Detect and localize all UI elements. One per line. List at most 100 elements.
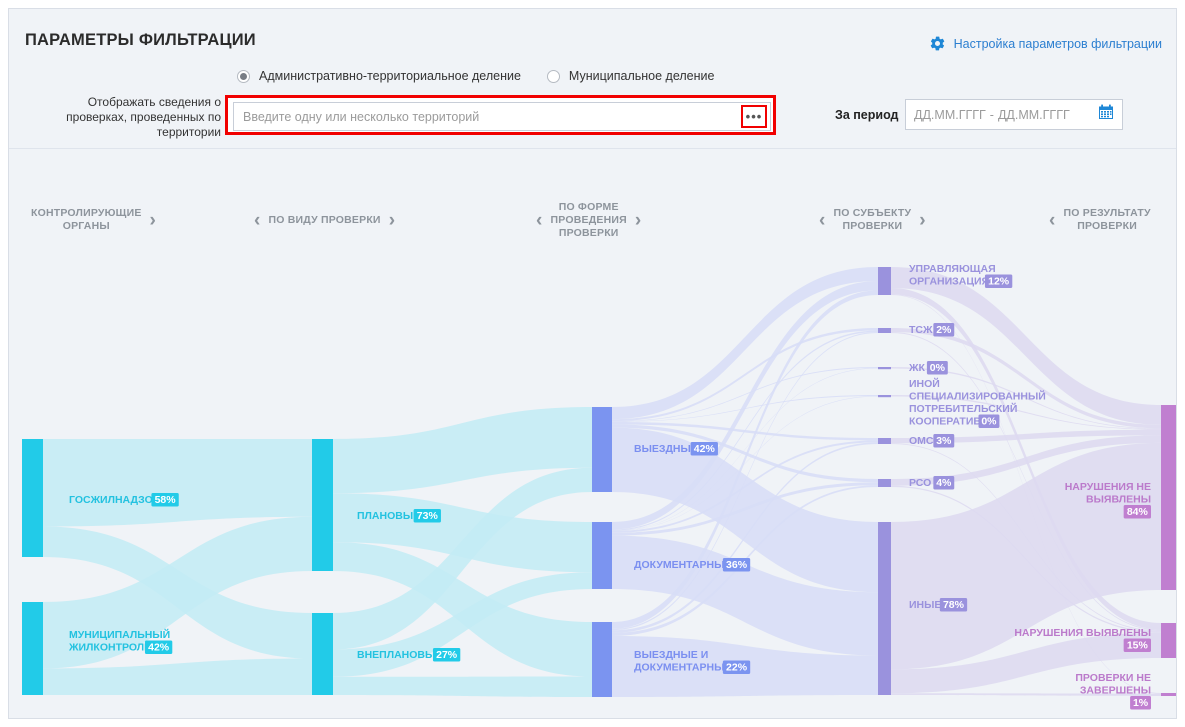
sankey-value-badge (978, 414, 1000, 428)
territory-more-button[interactable]: ••• (741, 105, 767, 128)
sankey-link[interactable] (612, 535, 878, 656)
sankey-label-text: КООПЕРАТИВ (909, 416, 981, 428)
sankey-node-incomplete[interactable] (1161, 693, 1176, 696)
sankey-link[interactable] (612, 328, 878, 422)
chevron-right-icon[interactable]: › (634, 209, 642, 231)
sankey-link[interactable] (891, 267, 1161, 425)
sankey-link[interactable] (333, 542, 592, 677)
sankey-node-vyezd_doc[interactable] (592, 622, 612, 697)
sankey-link[interactable] (43, 439, 312, 527)
sankey-link[interactable] (612, 290, 878, 629)
radio-mark-selected-icon (237, 69, 250, 83)
chevron-left-icon[interactable]: ‹ (254, 209, 261, 231)
sankey-link[interactable] (333, 572, 592, 677)
settings-filter-label: Настройка параметров фильтрации (953, 36, 1162, 51)
sankey-node-vnep[interactable] (312, 613, 333, 695)
sankey-node-gzhn[interactable] (22, 439, 43, 557)
sankey-link[interactable] (333, 407, 592, 494)
sankey-node-tszh[interactable] (878, 328, 891, 333)
sankey-link[interactable] (891, 632, 1161, 694)
sankey-value-badge (690, 442, 718, 456)
territory-input[interactable] (234, 103, 741, 130)
sankey-link[interactable] (612, 368, 878, 531)
sankey-label-text: ПОТРЕБИТЕЛЬСКИЙ (909, 402, 1017, 415)
filter-panel: ПАРАМЕТРЫ ФИЛЬТРАЦИИ Настройка параметро… (8, 8, 1177, 719)
sankey-node-uo[interactable] (878, 267, 891, 295)
sankey-node-no_viol[interactable] (1161, 405, 1176, 590)
sankey-diagram: ГОСЖИЛНАДЗОР 58% МУНИЦИПАЛЬНЫЙ ЖИЛКОНТРОЛЬ 4… (9, 247, 1178, 717)
sankey-link[interactable] (891, 435, 1161, 486)
chevron-right-icon[interactable]: › (149, 209, 157, 231)
sankey-value-badge (432, 648, 461, 662)
chevron-right-icon[interactable]: › (388, 209, 396, 231)
sankey-value-badge-text: 0% (981, 415, 997, 427)
filter-header: ПАРАМЕТРЫ ФИЛЬТРАЦИИ Настройка параметро… (9, 9, 1176, 149)
sankey-node-oms[interactable] (878, 438, 891, 444)
chevron-left-icon[interactable]: ‹ (1049, 209, 1056, 231)
sankey-link[interactable] (612, 440, 878, 533)
settings-filter-link[interactable]: Настройка параметров фильтрации (929, 35, 1162, 52)
sankey-value-badge (984, 274, 1013, 288)
sankey-value-badge (926, 361, 948, 375)
sankey-node-vyezd[interactable] (592, 407, 612, 492)
sankey-node-zhk[interactable] (878, 367, 891, 370)
sankey-link[interactable] (612, 267, 878, 420)
sankey-link[interactable] (612, 281, 878, 530)
sankey-value-badge-text: 58% (155, 494, 177, 506)
sankey-node-label-oms: ОМС 3% (909, 434, 955, 448)
sankey-node-viol[interactable] (1161, 623, 1176, 658)
sankey-labels: ГОСЖИЛНАДЗОР58%МУНИЦИПАЛЬНЫЙЖИЛКОНТРОЛЬ4… (68, 263, 1151, 710)
sankey-column-header-1: ‹ ПО ВИДУ ПРОВЕРКИ › (254, 191, 395, 249)
sankey-node-label-ispk: ИНОЙСПЕЦИАЛИЗИРОВАННЫЙПОТРЕБИТЕЛЬСКИЙКОО… (909, 377, 1046, 428)
radio-admin-territorial[interactable]: Административно-территориальное деление (237, 69, 521, 83)
sankey-node-rso[interactable] (878, 479, 891, 487)
sankey-link[interactable] (891, 395, 1161, 430)
sankey-label-text: ЗАВЕРШЕНЫ (1080, 685, 1151, 697)
radio-admin-territorial-label: Административно-территориальное деление (259, 69, 521, 83)
sankey-label-text: ИНЫЕ (909, 599, 941, 611)
sankey-link[interactable] (891, 367, 1161, 430)
sankey-node-ispk[interactable] (878, 395, 891, 398)
sankey-node-inye[interactable] (878, 522, 891, 695)
sankey-column-headers: КОНТРОЛИРУЮЩИЕ ОРГАНЫ › ‹ ПО ВИДУ ПРОВЕРКИ ›… (9, 191, 1178, 249)
sankey-link[interactable] (43, 658, 312, 695)
sankey-link[interactable] (333, 467, 592, 650)
radio-municipal[interactable]: Муниципальное деление (546, 69, 714, 83)
sankey-node-plan[interactable] (312, 439, 333, 571)
sankey-link[interactable] (891, 332, 1161, 631)
sankey-link[interactable] (612, 396, 878, 531)
sankey-value-badge-text: 42% (694, 443, 716, 455)
sankey-label-text: ИНОЙ (909, 377, 940, 390)
sankey-link[interactable] (891, 693, 1161, 696)
sankey-label-text: УПРАВЛЯЮЩАЯ (909, 263, 996, 275)
sankey-link[interactable] (333, 493, 592, 573)
sankey-link[interactable] (891, 328, 1161, 429)
sankey-node-label-inye: ИНЫЕ 78% (909, 598, 968, 612)
sankey-link[interactable] (891, 429, 1161, 444)
sankey-link[interactable] (43, 516, 312, 669)
sankey-link[interactable] (612, 442, 878, 633)
sankey-link[interactable] (612, 367, 878, 422)
sankey-link[interactable] (612, 482, 878, 536)
sankey-label-text: ВЫЯВЛЕНЫ (1086, 494, 1151, 506)
sankey-link[interactable] (612, 424, 878, 483)
sankey-node-mzhk[interactable] (22, 602, 43, 695)
sankey-link[interactable] (612, 330, 878, 531)
chevron-left-icon[interactable]: ‹ (536, 209, 543, 231)
ellipsis-icon: ••• (745, 108, 763, 124)
sankey-link[interactable] (612, 332, 878, 631)
sankey-link[interactable] (333, 676, 592, 697)
period-field[interactable]: ДД.ММ.ГГГГ - ДД.ММ.ГГГГ (905, 99, 1123, 130)
chevron-left-icon[interactable]: ‹ (819, 209, 826, 231)
sankey-label-text: ДОКУМЕНТАРНЫЕ (634, 559, 731, 571)
chevron-right-icon[interactable]: › (919, 209, 926, 231)
sankey-node-doc[interactable] (592, 522, 612, 589)
calendar-icon[interactable] (1098, 104, 1114, 125)
sankey-link[interactable] (891, 442, 1161, 670)
sankey-value-badge-text: 42% (148, 641, 170, 653)
